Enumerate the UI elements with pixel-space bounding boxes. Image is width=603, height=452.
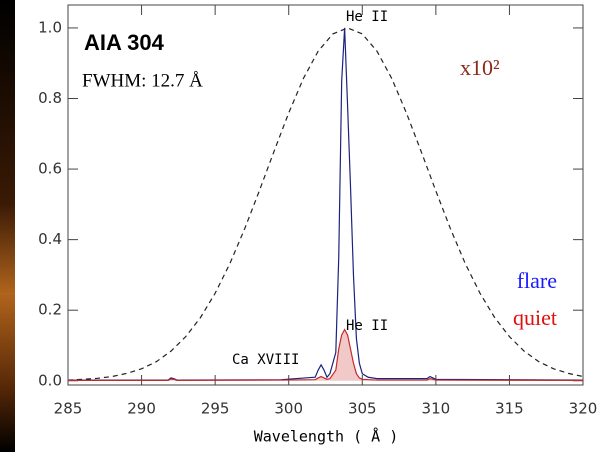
x-axis-title: Wavelength ( Å ) xyxy=(254,427,399,446)
x-tick-label: 285 xyxy=(54,400,83,418)
line-label: He II xyxy=(346,9,388,25)
y-tick-label: 0.8 xyxy=(38,89,62,107)
x-tick-label: 315 xyxy=(495,400,524,418)
subtitle: FWHM: 12.7 Å xyxy=(82,70,203,91)
line-label: Ca XVIII xyxy=(232,352,299,368)
y-tick-label: 0.0 xyxy=(38,371,62,389)
x-tick-label: 295 xyxy=(201,400,230,418)
y-tick-label: 1.0 xyxy=(38,18,62,36)
line-label: He II xyxy=(346,318,388,334)
y-tick-label: 0.4 xyxy=(38,230,62,248)
scale-annotation: x10² xyxy=(460,55,500,80)
x-tick-label: 305 xyxy=(348,400,377,418)
series-line xyxy=(68,328,584,382)
x-tick-label: 290 xyxy=(127,400,156,418)
x-tick-label: 300 xyxy=(274,400,303,418)
legend-entry: quiet xyxy=(513,305,557,330)
x-tick-label: 310 xyxy=(422,400,451,418)
legend-entry: flare xyxy=(517,268,557,293)
y-tick-label: 0.6 xyxy=(38,160,62,178)
plot-frame xyxy=(67,4,584,386)
x-tick-label: 320 xyxy=(569,400,598,418)
chart-title: AIA 304 xyxy=(84,30,165,55)
y-tick-label: 0.2 xyxy=(38,301,62,319)
solar-image-strip xyxy=(0,0,15,452)
